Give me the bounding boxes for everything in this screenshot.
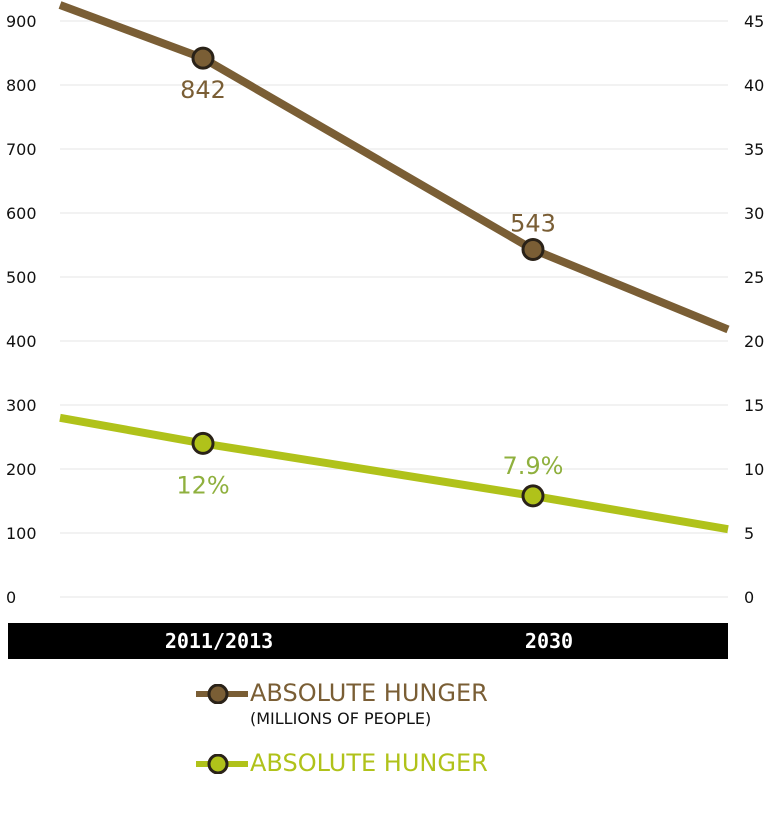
- series-line-absolute: [58, 1, 730, 334]
- data-point-relative: [191, 431, 215, 455]
- data-point-absolute: [191, 46, 215, 70]
- y-axis-right: 0 5 10 15 20 25 30 35 40 45: [744, 12, 764, 607]
- y-tick-left: 0: [6, 588, 16, 607]
- y-tick-left: 700: [6, 140, 37, 159]
- x-axis-bar: 2011/2013 2030: [8, 623, 728, 659]
- y-tick-right: 0: [744, 588, 754, 607]
- gridlines: [60, 20, 728, 598]
- y-tick-left: 100: [6, 524, 37, 543]
- legend-subtitle-absolute: (MILLIONS OF PEOPLE): [250, 709, 432, 728]
- y-tick-right: 5: [744, 524, 754, 543]
- series-layer: 842 543 12% 7.9%: [58, 1, 730, 534]
- y-tick-left: 300: [6, 396, 37, 415]
- legend-swatch-absolute: [196, 684, 248, 704]
- y-tick-right: 25: [744, 268, 764, 287]
- y-tick-right: 15: [744, 396, 764, 415]
- y-tick-left: 900: [6, 12, 37, 31]
- y-tick-left: 200: [6, 460, 37, 479]
- y-tick-right: 45: [744, 12, 764, 31]
- legend-title-relative: ABSOLUTE HUNGER: [250, 749, 488, 777]
- y-tick-right: 20: [744, 332, 764, 351]
- data-label-relative: 7.9%: [503, 452, 564, 480]
- y-tick-left: 800: [6, 76, 37, 95]
- data-point-absolute: [521, 237, 545, 261]
- chart: 0 100 200 300 400 500 600 700 800 900 0 5 10 15 20 25 3…: [6, 1, 764, 659]
- y-tick-right: 35: [744, 140, 764, 159]
- data-point-relative: [521, 484, 545, 508]
- y-tick-left: 400: [6, 332, 37, 351]
- data-label-relative: 12%: [176, 471, 229, 499]
- y-tick-right: 10: [744, 460, 764, 479]
- y-tick-left: 500: [6, 268, 37, 287]
- legend-title-absolute: ABSOLUTE HUNGER: [250, 679, 488, 707]
- series-line-relative: [59, 413, 729, 534]
- data-label-absolute: 842: [180, 76, 226, 104]
- x-tick-label: 2030: [525, 629, 573, 653]
- x-axis-band: [8, 623, 728, 659]
- y-tick-left: 600: [6, 204, 37, 223]
- data-label-absolute: 543: [510, 209, 556, 237]
- y-axis-left: 0 100 200 300 400 500 600 700 800 900: [6, 12, 37, 607]
- legend-swatch-relative: [196, 754, 248, 774]
- x-tick-label: 2011/2013: [165, 629, 273, 653]
- y-tick-right: 30: [744, 204, 764, 223]
- y-tick-right: 40: [744, 76, 764, 95]
